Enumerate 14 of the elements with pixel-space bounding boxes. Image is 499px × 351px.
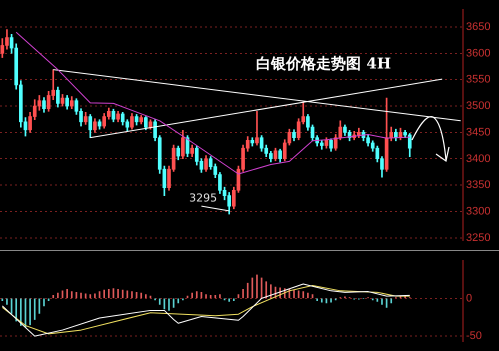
y-tick-label: 3550	[466, 74, 490, 86]
annotation: 3295	[189, 191, 218, 204]
y-tick-label: 3300	[466, 205, 490, 218]
y-tick-label: 3600	[466, 47, 490, 60]
y-tick-label: 3650	[466, 21, 490, 34]
y-tick-label: 3350	[466, 179, 490, 192]
y-tick-label: 0	[466, 292, 472, 304]
y-tick-label: 3450	[466, 126, 490, 138]
y-tick-label: 3500	[466, 100, 490, 112]
candlestick	[255, 110, 259, 146]
y-tick-label: 3250	[466, 232, 490, 244]
y-tick-label: 3400	[466, 152, 490, 165]
y-tick-label: -50	[466, 330, 482, 342]
text: 白银价格走势图 4H	[256, 54, 391, 72]
